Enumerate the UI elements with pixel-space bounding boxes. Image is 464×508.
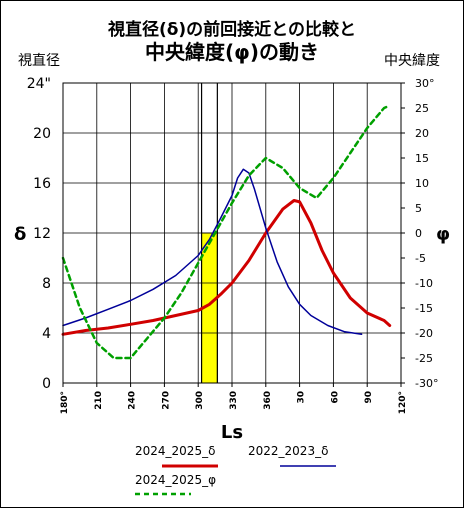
x-tick-label: 240 (128, 391, 138, 410)
x-tick-label: 360 (263, 391, 273, 410)
x-tick-label: 30 (297, 391, 307, 404)
x-tick-label: 210 (94, 391, 104, 410)
right-tick-label: 10 (415, 177, 429, 190)
right-tick-label: -30° (415, 377, 438, 390)
x-tick-label: 180° (60, 391, 70, 414)
right-tick-label: 30° (415, 77, 435, 90)
left-tick-label: 16 (33, 176, 51, 192)
right-tick-label: 25 (415, 102, 429, 115)
right-tick-label: 5 (415, 202, 422, 215)
legend-label-2024-2025-delta: 2024_2025_δ (135, 444, 215, 458)
right-tick-label: -5 (415, 252, 426, 265)
left-tick-label: 8 (42, 276, 51, 292)
left-axis-title: 視直径 (18, 52, 60, 69)
right-axis-title: 中央緯度 (384, 53, 440, 69)
series-line-20222023-1 (62, 168, 363, 336)
right-tick-label: 0 (415, 227, 422, 240)
legend-label-2024-2025-phi: 2024_2025_φ (135, 473, 216, 487)
right-tick-label: -20 (415, 327, 433, 340)
left-axis-symbol: δ (14, 224, 26, 245)
x-tick-label: 90 (364, 391, 374, 404)
chart-title-line2: 中央緯度(φ)の動き (145, 40, 319, 64)
series-line-20242025-0 (61, 199, 392, 336)
right-axis-symbol: φ (436, 224, 450, 245)
right-tick-label: -25 (415, 352, 433, 365)
x-tick-label: 270 (161, 391, 171, 410)
plot-border (62, 82, 402, 384)
left-tick-label: 24" (27, 76, 51, 92)
right-tick-label: 15 (415, 152, 429, 165)
right-tick-label: 20 (415, 127, 429, 140)
right-tick-label: -10 (415, 277, 433, 290)
left-tick-label: 4 (42, 326, 51, 342)
left-tick-label: 12 (33, 226, 51, 242)
left-tick-label: 20 (33, 126, 51, 142)
series-line-20242025-2 (61, 104, 391, 360)
right-tick-label: -15 (415, 302, 433, 315)
legend-label-2022-2023-delta: 2022_2023_δ (248, 444, 328, 458)
x-tick-label: 330 (229, 391, 239, 410)
x-axis-label: Ls (221, 422, 243, 443)
x-tick-label: 300 (195, 391, 205, 410)
x-tick-label: 60 (330, 391, 340, 404)
chart-title-line1: 視直径(δ)の前回接近との比較と (107, 19, 356, 40)
left-tick-label: 0 (42, 376, 51, 392)
x-tick-label: 120° (398, 391, 408, 414)
